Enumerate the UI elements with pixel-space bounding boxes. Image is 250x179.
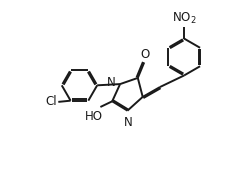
Text: N: N <box>107 76 116 89</box>
Text: NO$_2$: NO$_2$ <box>172 11 196 26</box>
Text: HO: HO <box>84 110 102 123</box>
Text: N: N <box>124 116 133 129</box>
Text: O: O <box>140 48 150 61</box>
Text: Cl: Cl <box>46 95 57 108</box>
